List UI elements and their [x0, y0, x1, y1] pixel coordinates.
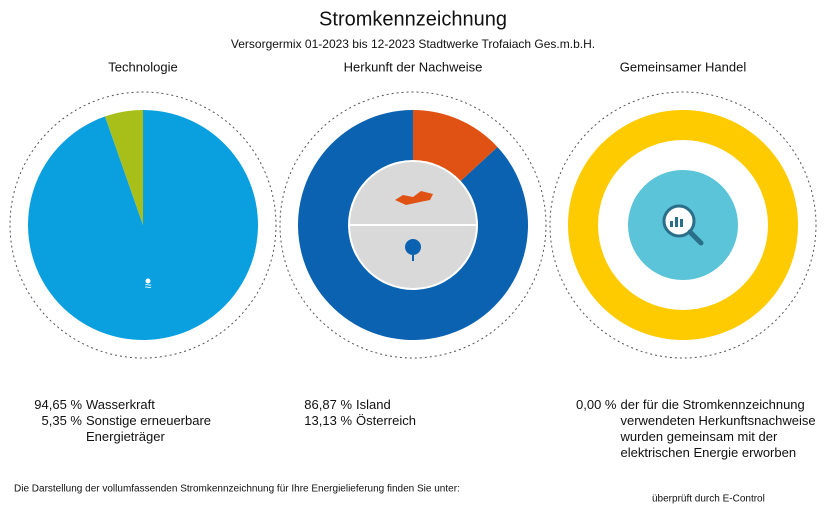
legend-item: 86,87 % Island — [284, 397, 514, 413]
outer-ring — [549, 91, 817, 359]
water-icon: ≈ — [145, 279, 152, 293]
legend-value: 0,00 % — [576, 397, 617, 412]
handle — [687, 229, 704, 246]
outer-ring — [9, 91, 277, 359]
segment — [298, 110, 529, 340]
chart-subtitle: Herkunft der Nachweise — [344, 59, 483, 74]
title: Stromkennzeichnung — [319, 8, 507, 30]
legend-value: 5,35 % — [41, 413, 82, 428]
lens — [662, 204, 696, 238]
legend-value: 13,13 % — [304, 413, 352, 428]
legend-value: 86,87 % — [304, 397, 352, 412]
legend-label: Sonstige erneuerbare Energieträger — [86, 413, 212, 444]
legend-item: 94,65 % Wasserkraft — [14, 397, 224, 413]
segment — [413, 110, 498, 181]
austria-icon — [395, 191, 433, 205]
globe-icon — [405, 239, 421, 255]
footer: Die Darstellung der vollumfassenden Stro… — [14, 484, 460, 495]
legend-item: 5,35 % Sonstige erneuerbare Energieträger — [14, 413, 224, 445]
subtitle: Versorgermix 01-2023 bis 12-2023 Stadtwe… — [231, 37, 595, 51]
ring-base — [568, 110, 798, 340]
legend-label: Island — [356, 397, 391, 412]
lens-bar — [680, 219, 683, 227]
sun-icon — [145, 278, 151, 284]
chart-subtitle: Technologie — [108, 59, 177, 74]
lens-bar — [675, 217, 678, 227]
segment — [105, 110, 143, 225]
segment — [27, 110, 259, 341]
legend-item: 0,00 % der für die Stromkennzeichnung ver… — [576, 397, 816, 461]
legend-label: der für die Stromkennzeichnung verwendet… — [620, 397, 816, 460]
outer-ring — [279, 91, 547, 359]
legend-label: Wasserkraft — [86, 397, 155, 412]
legend-label: Österreich — [356, 413, 416, 428]
verified: überprüft durch E-Control — [652, 494, 765, 505]
legend-value: 94,65 % — [34, 397, 82, 412]
legend-item: 13,13 % Österreich — [284, 413, 514, 429]
lens-bar — [670, 221, 673, 227]
chart-subtitle: Gemeinsamer Handel — [620, 59, 747, 74]
